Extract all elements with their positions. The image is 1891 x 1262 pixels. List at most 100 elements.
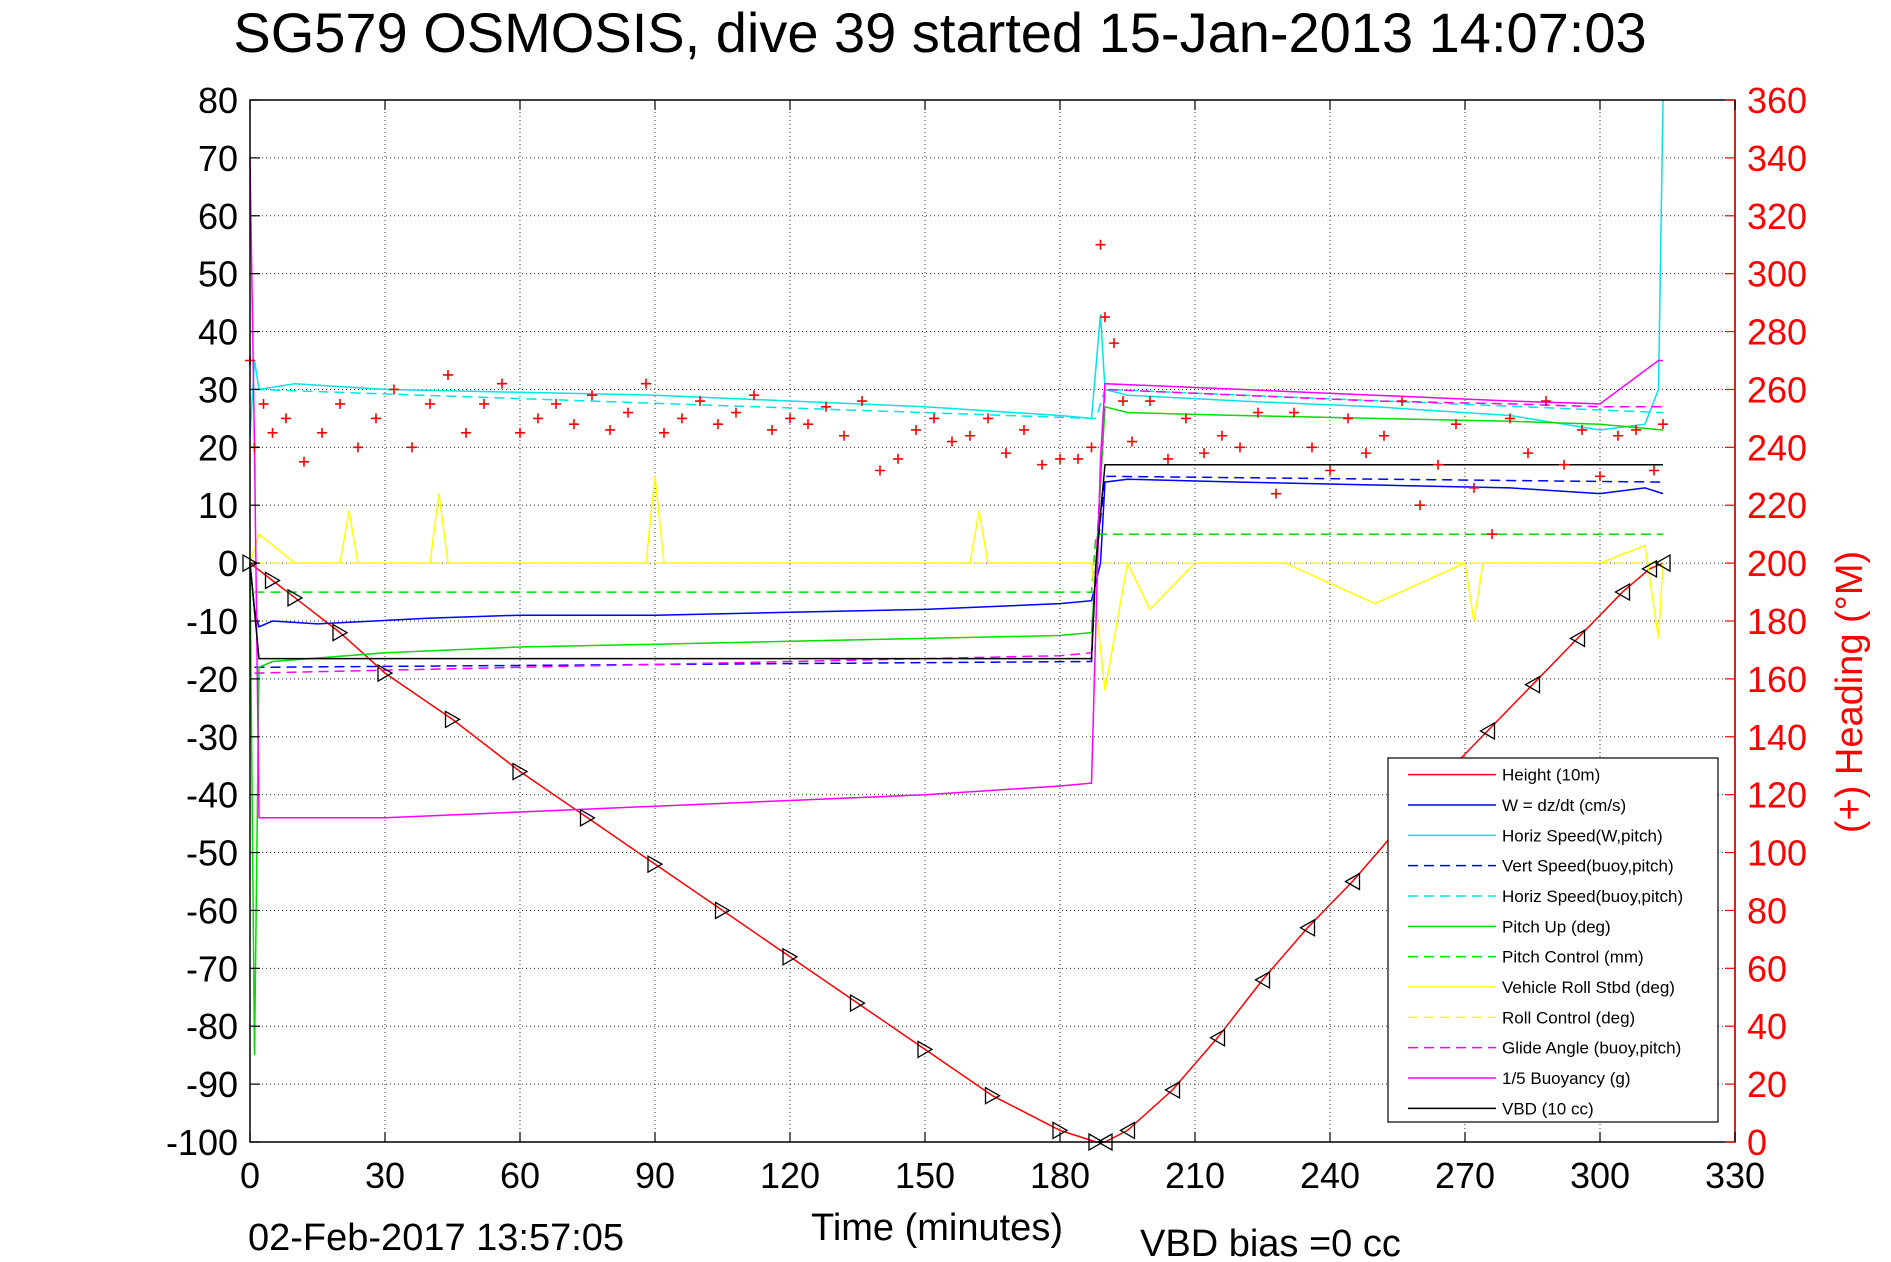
heading-marker <box>659 427 669 438</box>
legend-label: Vert Speed(buoy,pitch) <box>1502 857 1674 876</box>
heading-marker <box>1613 430 1623 441</box>
heading-marker <box>1235 442 1245 453</box>
heading-marker <box>1541 396 1551 407</box>
heading-marker <box>371 413 381 424</box>
heading-marker <box>258 398 269 409</box>
heading-marker <box>407 442 417 453</box>
heading-marker <box>335 398 345 409</box>
depth-marker <box>1164 1080 1181 1100</box>
y-tick-label: -40 <box>186 775 238 816</box>
y2-tick-label: 320 <box>1747 196 1807 237</box>
y2-tick-label: 160 <box>1747 659 1807 700</box>
y2-tick-label: 60 <box>1747 948 1787 989</box>
axis-ticks: 0 30 60 90 120 150 180 210 240 270 300 330807060504… <box>166 80 1807 1196</box>
depth-marker <box>444 710 461 729</box>
heading-marker <box>1199 448 1209 459</box>
heading-marker <box>1505 413 1515 424</box>
legend-label: Vehicle Roll Stbd (deg) <box>1502 978 1675 997</box>
y-tick-label: -50 <box>186 833 238 874</box>
heading-marker <box>461 427 471 438</box>
depth-marker <box>1119 1121 1136 1140</box>
depth-marker <box>1654 553 1671 573</box>
heading-marker <box>551 398 561 409</box>
heading-marker <box>1163 453 1173 464</box>
y2-tick-label: 240 <box>1747 427 1807 468</box>
y2-tick-label: 200 <box>1747 543 1807 584</box>
y2-tick-label: 120 <box>1747 775 1807 816</box>
depth-marker <box>287 588 304 607</box>
depth-marker <box>1641 559 1658 579</box>
y2-axis-label: (+) Heading (°M) <box>1829 551 1871 833</box>
heading-marker <box>1086 442 1097 453</box>
heading-marker <box>1469 482 1479 493</box>
legend-label: Roll Control (deg) <box>1502 1008 1635 1027</box>
heading-marker <box>1001 448 1011 459</box>
y-tick-label: -30 <box>186 717 238 758</box>
heading-marker <box>1451 419 1461 430</box>
y-tick-label: 30 <box>198 369 238 410</box>
data-lines <box>242 99 1671 1152</box>
y2-tick-label: 280 <box>1747 312 1807 353</box>
legend-label: Pitch Control (mm) <box>1502 948 1644 967</box>
heading-marker <box>1118 396 1128 407</box>
heading-marker <box>317 427 327 438</box>
depth-marker <box>1524 675 1541 694</box>
y-tick-label: -10 <box>186 601 238 642</box>
x-tick-label: 120 <box>760 1155 820 1196</box>
heading-marker <box>1307 442 1317 453</box>
depth-marker <box>1344 872 1361 891</box>
depth-marker <box>512 762 529 781</box>
chart-title: SG579 OSMOSIS, dive 39 started 15-Jan-20… <box>233 1 1646 64</box>
y2-tick-label: 300 <box>1747 254 1807 295</box>
heading-marker <box>443 369 453 380</box>
y-tick-label: 20 <box>198 427 238 468</box>
heading-marker <box>1055 453 1065 464</box>
heading-marker <box>1559 459 1569 470</box>
heading-marker <box>1289 407 1299 418</box>
heading-marker <box>1325 465 1335 476</box>
x-tick-label: 240 <box>1300 1155 1360 1196</box>
heading-marker <box>767 424 777 435</box>
heading-marker <box>353 442 363 453</box>
series-line-11 <box>249 157 1663 819</box>
heading-marker <box>1343 413 1353 424</box>
heading-marker <box>497 378 507 389</box>
heading-marker <box>515 427 525 438</box>
y2-tick-label: 140 <box>1747 717 1807 758</box>
heading-marker <box>1487 529 1497 540</box>
series-line-12 <box>249 463 1663 660</box>
heading-marker <box>1631 424 1641 435</box>
y-tick-label: -70 <box>186 948 238 989</box>
y2-tick-label: 220 <box>1747 485 1807 526</box>
heading-marker <box>1433 459 1443 470</box>
heading-marker <box>1595 471 1605 482</box>
depth-marker <box>647 855 664 874</box>
heading-marker <box>1019 424 1029 435</box>
depth-marker <box>264 571 281 590</box>
heading-marker <box>677 413 687 424</box>
heading-marker <box>623 407 633 418</box>
depth-marker <box>332 623 349 642</box>
heading-marker <box>1217 430 1227 441</box>
depth-marker <box>1254 970 1271 990</box>
heading-marker <box>641 378 651 389</box>
depth-marker <box>714 901 731 920</box>
legend-label: Glide Angle (buoy,pitch) <box>1502 1039 1681 1058</box>
heading-marker <box>533 413 543 424</box>
y2-tick-label: 100 <box>1747 833 1807 874</box>
heading-marker <box>1145 396 1155 407</box>
y-tick-label: 10 <box>198 485 238 526</box>
heading-marker <box>1271 488 1281 499</box>
y2-tick-label: 340 <box>1747 138 1807 179</box>
heading-marker <box>821 401 831 412</box>
heading-marker <box>893 453 903 464</box>
heading-marker <box>1658 419 1668 430</box>
y2-tick-label: 20 <box>1747 1064 1787 1105</box>
x-tick-label: 30 <box>365 1155 405 1196</box>
footer-vbd-bias: VBD bias =0 cc <box>1140 1223 1401 1262</box>
y2-tick-label: 0 <box>1747 1122 1767 1163</box>
y-tick-label: 50 <box>198 254 238 295</box>
heading-marker <box>803 419 813 430</box>
heading-marker <box>749 390 759 401</box>
y2-tick-label: 260 <box>1747 369 1807 410</box>
